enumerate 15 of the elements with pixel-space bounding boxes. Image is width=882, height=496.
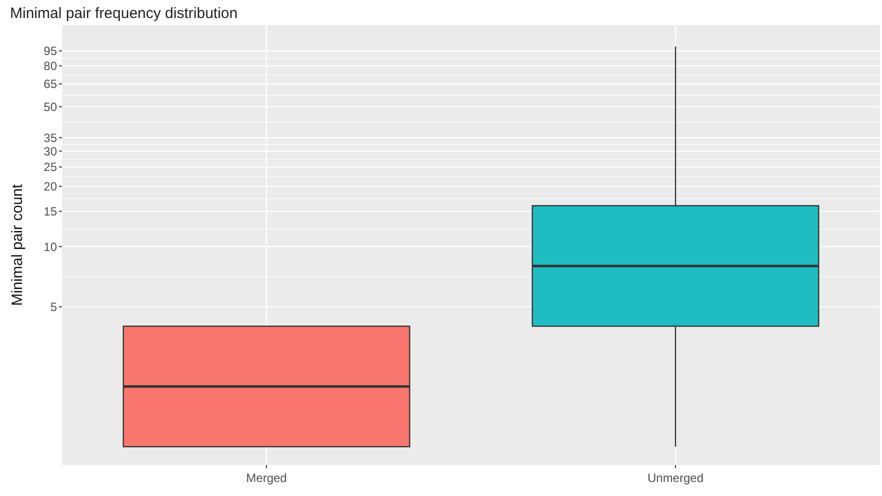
y-tick-label: 30 xyxy=(44,144,58,158)
y-tick-label: 50 xyxy=(44,100,58,114)
y-tick-label: 80 xyxy=(44,59,58,74)
y-tick-label: 35 xyxy=(44,130,58,145)
y-tick-label: 10 xyxy=(44,240,58,254)
y-tick-label: 95 xyxy=(44,44,58,58)
y-tick-label: 65 xyxy=(44,77,58,92)
y-tick-label: 5 xyxy=(50,300,58,314)
x-tick-label: Merged xyxy=(246,471,287,485)
y-tick-label: 15 xyxy=(44,204,58,219)
x-tick-label: Unmerged xyxy=(647,471,704,485)
y-tick-label: 25 xyxy=(44,160,58,174)
chart-title: Minimal pair frequency distribution xyxy=(10,5,238,22)
y-tick-label: 20 xyxy=(44,180,58,194)
y-axis-title: Minimal pair count xyxy=(9,183,26,306)
